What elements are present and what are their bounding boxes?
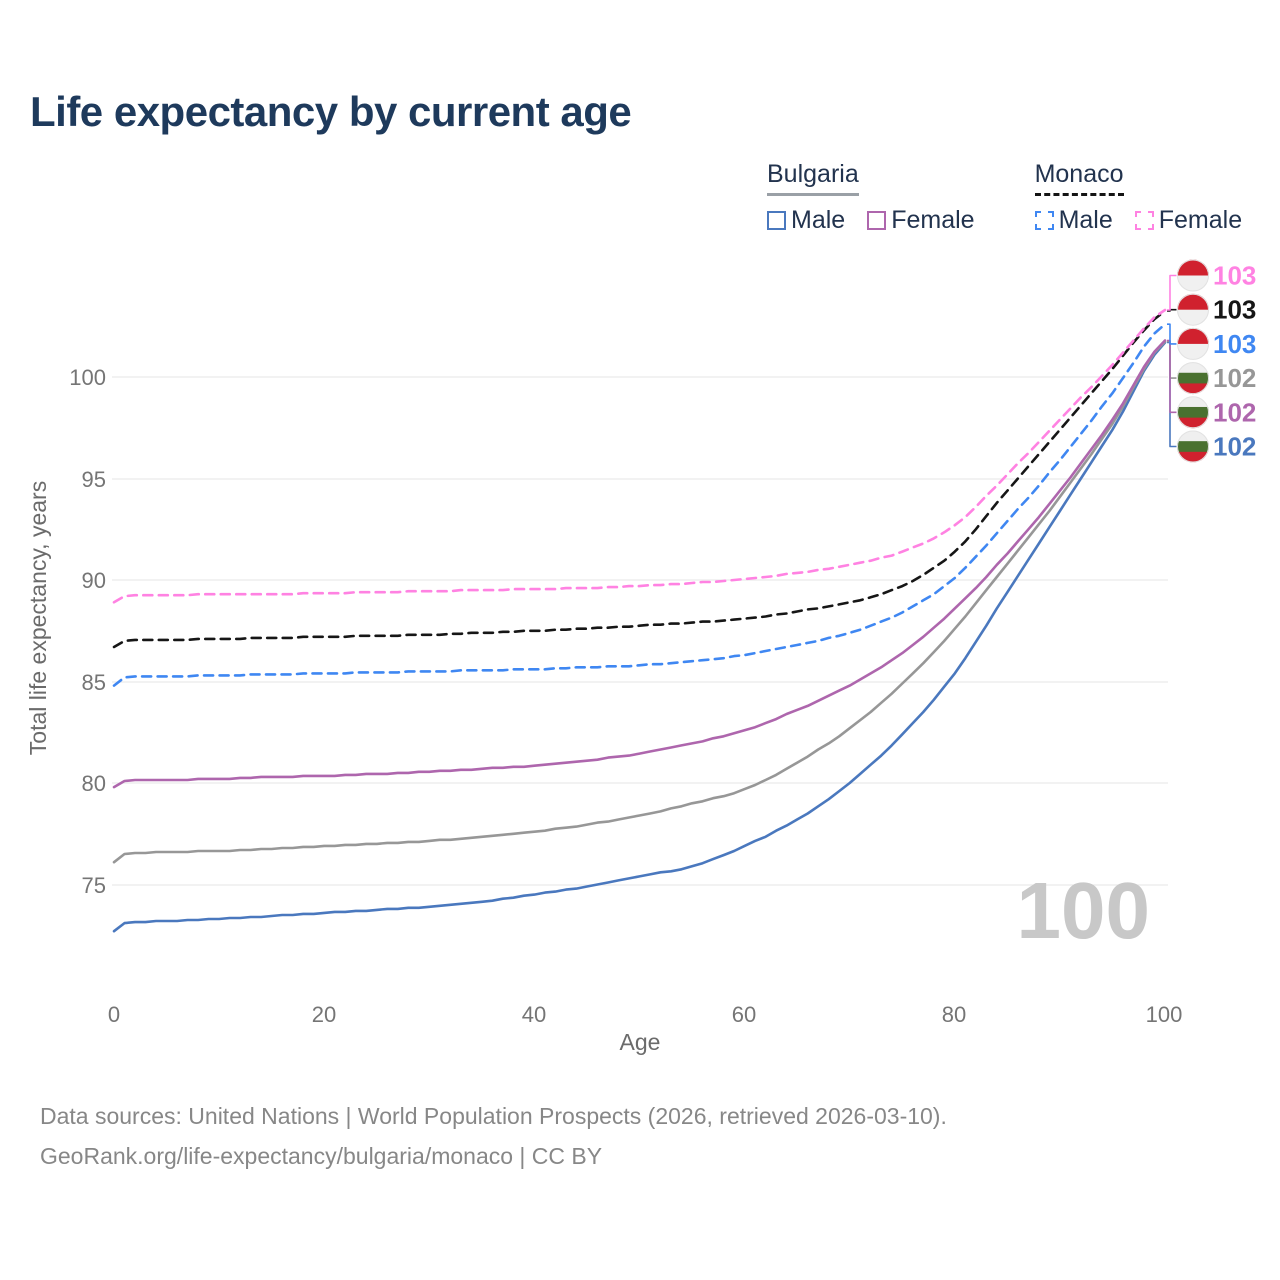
series-line-monaco-male[interactable]: [112, 322, 1167, 687]
monaco-flag-icon: [1177, 293, 1209, 326]
legend-group-monaco: Monaco Male Female: [1034, 160, 1243, 235]
legend-label: Male: [1058, 206, 1113, 234]
y-tick: 85: [82, 670, 106, 695]
legend-label: Female: [891, 206, 975, 234]
y-tick: 100: [69, 365, 106, 390]
bulgaria-male-swatch-icon: [767, 211, 786, 230]
legend-item-monaco-female[interactable]: Female: [1134, 206, 1243, 235]
x-axis-title: Age: [620, 1029, 661, 1055]
y-tick: 95: [82, 467, 106, 492]
legend-country-monaco[interactable]: Monaco: [1034, 160, 1124, 196]
bulgaria-flag-icon: [1177, 430, 1209, 463]
end-label-leader-monaco-female: [1167, 274, 1177, 311]
gridlines: [112, 376, 1168, 886]
legend-items-monaco: Male Female: [1034, 206, 1243, 235]
monaco-male-swatch-icon: [1034, 211, 1054, 230]
bulgaria-flag-icon: [1177, 396, 1209, 429]
legend-items-bulgaria: Male Female: [767, 206, 975, 235]
monaco-female-swatch-icon: [1134, 211, 1154, 230]
series-line-bulgaria-male[interactable]: [112, 341, 1167, 933]
end-value-label-monaco-male: 103: [1213, 329, 1256, 359]
legend-label: Female: [1158, 206, 1243, 234]
bulgaria-female-swatch-icon: [867, 211, 887, 230]
series-line-bulgaria-both[interactable]: [112, 340, 1167, 864]
y-tick: 75: [82, 873, 106, 898]
end-value-label-bulgaria-male: 102: [1213, 432, 1256, 462]
footer: Data sources: United Nations | World Pop…: [40, 1096, 947, 1176]
x-tick: 100: [1146, 1002, 1183, 1027]
end-value-label-monaco-female: 103: [1213, 261, 1256, 291]
x-tick: 60: [732, 1002, 756, 1027]
end-label-leader-bulgaria-female: [1167, 339, 1177, 414]
legend-item-bulgaria-male[interactable]: Male: [767, 206, 845, 235]
end-labels: 102 102 102 103 103 103: [1177, 259, 1256, 463]
x-tick: 20: [312, 1002, 336, 1027]
legend-item-bulgaria-female[interactable]: Female: [867, 206, 975, 235]
legend: Bulgaria Male Female Monaco Male: [767, 160, 1247, 235]
y-axis-title: Total life expectancy, years: [25, 481, 51, 755]
x-tick: 40: [522, 1002, 546, 1027]
legend-group-bulgaria: Bulgaria Male Female: [767, 160, 975, 235]
bulgaria-flag-icon: [1177, 362, 1209, 395]
monaco-flag-icon: [1177, 327, 1209, 360]
age-watermark: 100: [1017, 866, 1150, 955]
legend-country-bulgaria[interactable]: Bulgaria: [767, 160, 859, 196]
x-tick: 80: [942, 1002, 966, 1027]
y-tick: 90: [82, 568, 106, 593]
series-lines: [112, 308, 1167, 933]
legend-item-monaco-male[interactable]: Male: [1034, 206, 1113, 235]
x-axis-ticks: 0 20 40 60 80 100: [108, 1002, 1182, 1027]
end-value-label-bulgaria-female: 102: [1213, 397, 1256, 427]
data-sources-text: Data sources: United Nations | World Pop…: [40, 1103, 947, 1129]
end-label-leaders: [1167, 274, 1177, 448]
series-line-monaco-female[interactable]: [112, 308, 1167, 604]
y-axis-ticks: 100 95 90 85 80 75: [69, 365, 106, 898]
y-tick: 80: [82, 771, 106, 796]
end-value-label-bulgaria-both: 102: [1213, 363, 1256, 393]
series-line-bulgaria-female[interactable]: [112, 339, 1167, 789]
legend-label: Male: [791, 206, 846, 234]
end-label-leader-monaco-male: [1167, 323, 1177, 345]
x-tick: 0: [108, 1002, 120, 1027]
end-value-label-monaco-both: 103: [1213, 295, 1256, 325]
end-label-leader-bulgaria-both: [1167, 340, 1177, 379]
attribution-text: GeoRank.org/life-expectancy/bulgaria/mon…: [40, 1143, 603, 1169]
end-label-leader-bulgaria-male: [1167, 341, 1177, 448]
monaco-flag-icon: [1177, 259, 1209, 292]
series-line-monaco-both[interactable]: [112, 309, 1167, 649]
page-title: Life expectancy by current age: [30, 88, 632, 135]
